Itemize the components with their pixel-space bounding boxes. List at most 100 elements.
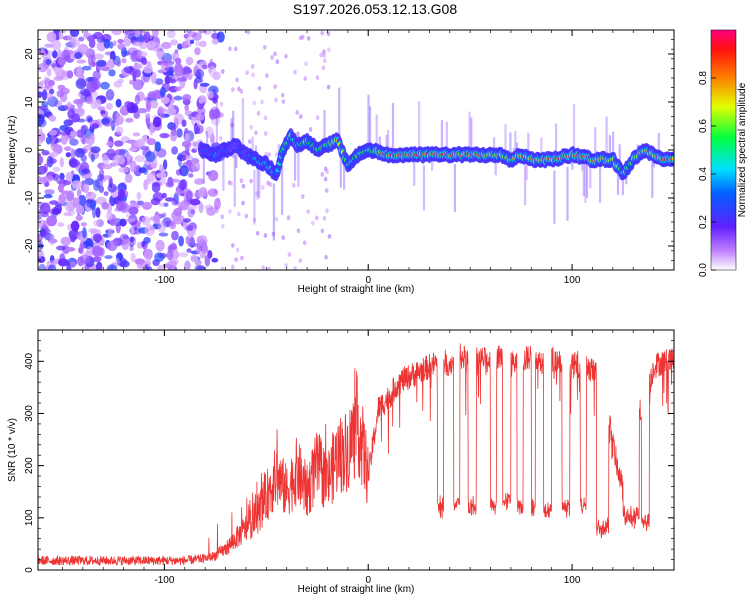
noise-blob: [124, 101, 132, 108]
noise-blob: [327, 234, 332, 239]
noise-blob: [83, 88, 90, 96]
noise-blob: [184, 132, 190, 142]
ridge-smear: [440, 120, 443, 155]
noise-blob: [121, 58, 127, 64]
noise-blob: [96, 59, 107, 67]
noise-blob: [263, 233, 268, 238]
ridge-smear: [525, 160, 528, 181]
noise-blob: [263, 44, 267, 50]
noise-blob: [154, 141, 161, 152]
noise-blob: [199, 82, 210, 87]
noise-blob: [168, 243, 177, 251]
noise-blob: [50, 151, 59, 158]
noise-blob: [81, 168, 91, 175]
noise-blob: [315, 115, 320, 120]
noise-blob: [141, 240, 146, 247]
noise-blob: [296, 228, 301, 234]
ridge-smear: [524, 165, 527, 206]
ridge-smear: [504, 123, 507, 157]
noise-blob: [129, 236, 135, 242]
noise-blob: [193, 141, 200, 151]
noise-blob: [161, 192, 167, 199]
noise-blob: [142, 201, 152, 210]
noise-blob: [102, 175, 112, 180]
noise-blob: [174, 64, 184, 77]
noise-blob: [100, 110, 106, 115]
noise-blob: [325, 208, 329, 214]
noise-blob: [181, 119, 187, 127]
noise-blob: [119, 260, 130, 268]
noise-blob: [261, 185, 265, 190]
noise-blob: [300, 34, 305, 40]
noise-blob: [106, 264, 118, 270]
noise-blob: [93, 179, 101, 192]
noise-blob: [220, 214, 224, 220]
noise-blob: [306, 209, 311, 215]
noise-blob: [70, 235, 76, 243]
noise-blob: [130, 225, 135, 236]
noise-blob: [93, 219, 100, 227]
noise-blob: [64, 146, 72, 152]
ridge-smear: [605, 116, 608, 161]
noise-blob: [92, 233, 103, 242]
noise-blob: [73, 98, 84, 105]
ridge-smear: [584, 164, 587, 204]
noise-blob: [194, 178, 205, 185]
noise-blob: [211, 257, 219, 263]
noise-blob: [153, 214, 161, 225]
noise-blob: [233, 46, 238, 52]
noise-blob: [159, 164, 164, 173]
noise-blob: [69, 30, 80, 37]
noise-blob: [38, 91, 43, 98]
noise-blob: [197, 265, 205, 270]
noise-blob: [76, 59, 87, 64]
ridge-smear: [206, 131, 209, 152]
noise-blob: [116, 201, 127, 211]
noise-blob: [44, 77, 52, 89]
noise-blob: [74, 108, 85, 113]
noise-blob: [134, 258, 145, 265]
noise-blob: [185, 155, 194, 160]
noise-blob: [164, 75, 171, 85]
ridge-smear: [272, 183, 275, 241]
colorbar-label: Normalized spectral amplitude: [737, 82, 748, 217]
noise-blob: [106, 210, 113, 221]
noise-blob: [189, 39, 195, 44]
noise-blob: [184, 260, 191, 270]
noise-blob: [299, 114, 303, 119]
noise-blob: [311, 220, 315, 226]
noise-blob: [163, 202, 169, 207]
noise-blob: [75, 214, 83, 221]
noise-blob: [59, 87, 70, 95]
noise-blob: [322, 215, 327, 221]
noise-blob: [295, 110, 300, 115]
noise-blob: [275, 152, 279, 157]
noise-blob: [45, 59, 52, 65]
noise-blob: [237, 211, 241, 217]
noise-blob: [76, 129, 85, 138]
noise-blob: [118, 166, 129, 173]
noise-blob: [189, 198, 201, 206]
noise-blob: [249, 124, 253, 130]
ridge-smear: [375, 114, 378, 151]
noise-blob: [327, 47, 331, 53]
x-tick-label: -100: [154, 275, 174, 286]
noise-blob: [174, 86, 182, 92]
noise-blob: [63, 119, 74, 127]
noise-blob: [78, 195, 87, 207]
noise-blob: [198, 202, 204, 214]
noise-blob: [59, 157, 64, 168]
noise-blob: [117, 156, 126, 165]
noise-blob: [133, 111, 140, 119]
noise-blob: [38, 128, 43, 136]
ridge-smear: [235, 149, 238, 168]
noise-blob: [126, 218, 136, 223]
noise-blob: [57, 222, 65, 227]
noise-blob: [49, 200, 59, 205]
noise-blob: [177, 152, 183, 161]
ridge-smear: [251, 136, 254, 158]
noise-blob: [141, 216, 151, 226]
noise-blob: [60, 236, 71, 246]
noise-blob: [171, 146, 179, 155]
ridge-smear: [493, 137, 496, 155]
